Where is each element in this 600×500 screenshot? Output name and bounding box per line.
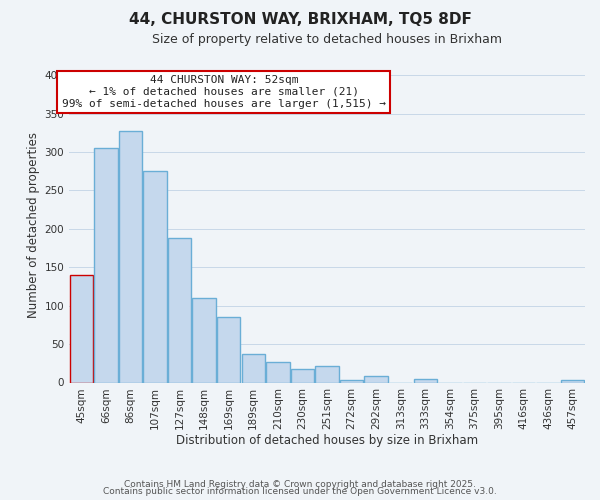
Bar — [340, 380, 363, 382]
Bar — [217, 317, 241, 382]
Title: Size of property relative to detached houses in Brixham: Size of property relative to detached ho… — [152, 32, 502, 46]
Bar — [143, 171, 167, 382]
X-axis label: Distribution of detached houses by size in Brixham: Distribution of detached houses by size … — [176, 434, 478, 446]
Bar — [413, 378, 437, 382]
Bar — [266, 362, 290, 382]
Bar — [291, 368, 314, 382]
Text: 44, CHURSTON WAY, BRIXHAM, TQ5 8DF: 44, CHURSTON WAY, BRIXHAM, TQ5 8DF — [128, 12, 472, 28]
Bar — [119, 132, 142, 382]
Bar — [193, 298, 216, 382]
Text: Contains HM Land Registry data © Crown copyright and database right 2025.: Contains HM Land Registry data © Crown c… — [124, 480, 476, 489]
Bar — [364, 376, 388, 382]
Bar — [168, 238, 191, 382]
Y-axis label: Number of detached properties: Number of detached properties — [27, 132, 40, 318]
Bar — [70, 275, 93, 382]
Bar — [94, 148, 118, 382]
Bar — [561, 380, 584, 382]
Bar — [316, 366, 338, 382]
Text: Contains public sector information licensed under the Open Government Licence v3: Contains public sector information licen… — [103, 487, 497, 496]
Text: 44 CHURSTON WAY: 52sqm
← 1% of detached houses are smaller (21)
99% of semi-deta: 44 CHURSTON WAY: 52sqm ← 1% of detached … — [62, 76, 386, 108]
Bar — [242, 354, 265, 382]
